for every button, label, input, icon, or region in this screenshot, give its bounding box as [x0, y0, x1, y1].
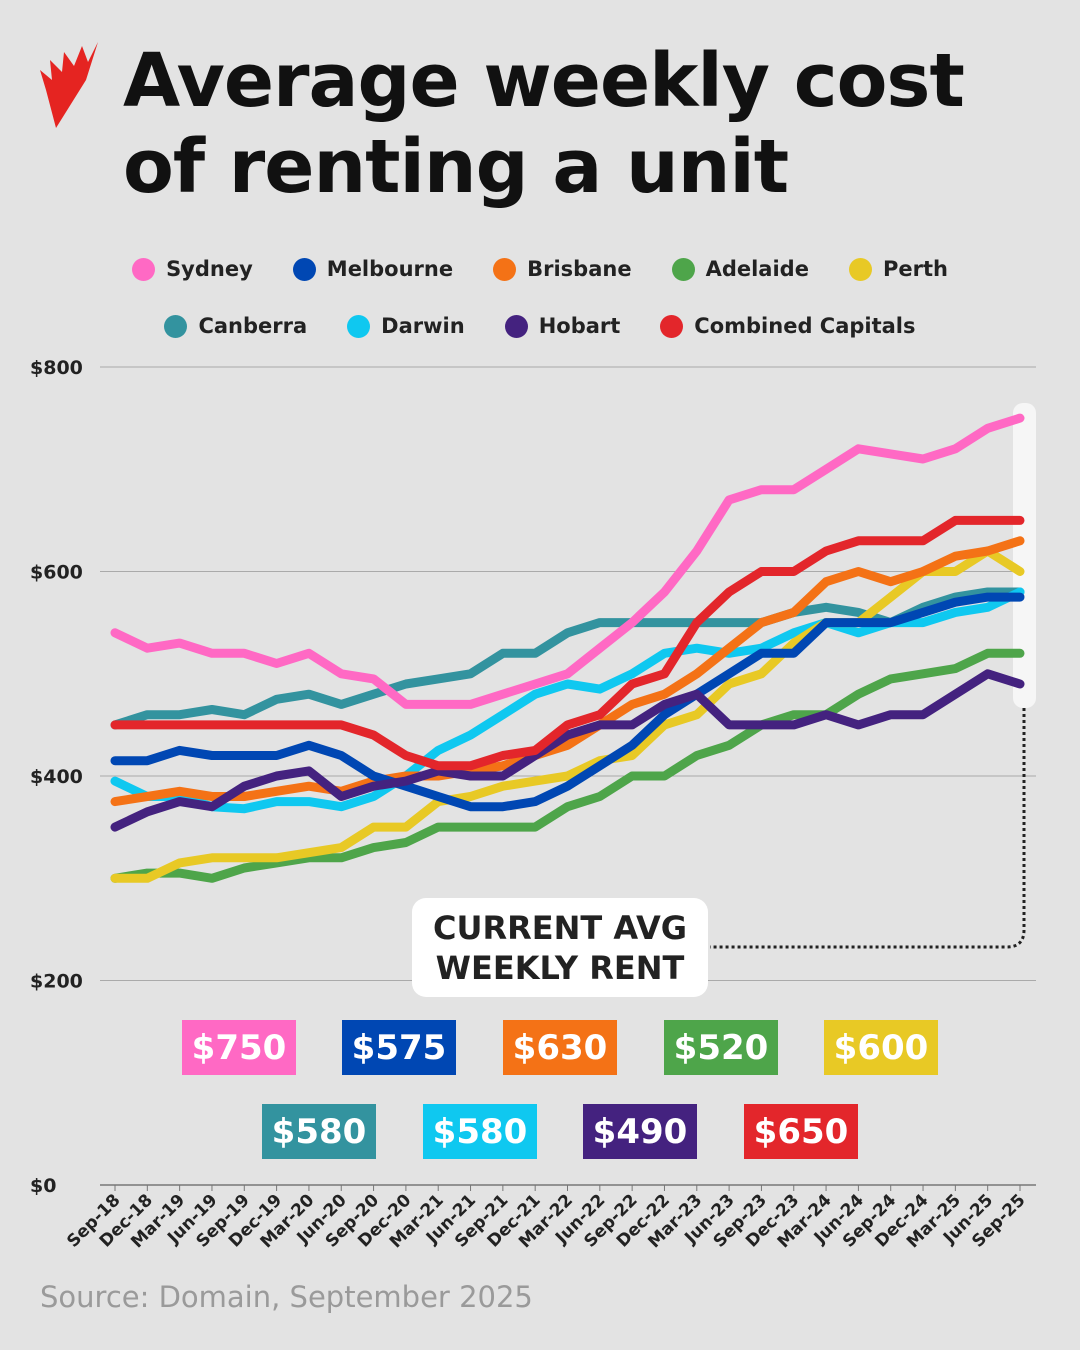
legend-item: Brisbane [493, 257, 632, 281]
title-line-1: Average weekly cost [123, 38, 965, 124]
callout-line-1: CURRENT AVG [433, 908, 687, 947]
y-tick-label: $400 [30, 766, 83, 788]
legend-item: Combined Capitals [660, 314, 916, 338]
legend-row-2: Canberra Darwin Hobart Combined Capitals [0, 314, 1080, 338]
legend-item: Canberra [164, 314, 307, 338]
legend-swatch [848, 257, 872, 281]
legend-row-1: Sydney Melbourne Brisbane Adelaide Perth [0, 257, 1080, 281]
legend-label: Canberra [198, 314, 308, 338]
current-value-badge: $600 [824, 1020, 938, 1075]
series-line-melbourne [110, 592, 1025, 812]
series-line-combined-capitals [110, 515, 1025, 771]
legend-item: Sydney [132, 257, 253, 281]
y-tick-label: $800 [30, 357, 83, 379]
current-value-badge: $650 [744, 1104, 858, 1159]
current-value-highlight [1013, 403, 1036, 708]
source-note: Source: Domain, September 2025 [40, 1280, 533, 1314]
legend-label: Hobart [538, 314, 621, 338]
current-value-badge: $630 [503, 1020, 617, 1075]
title-line-2: of renting a unit [123, 124, 789, 210]
legend-swatch [292, 257, 316, 281]
legend-swatch [347, 314, 371, 338]
series-line-hobart [110, 669, 1025, 832]
y-tick-label: $600 [30, 562, 83, 584]
legend-swatch [164, 314, 188, 338]
current-value-badge: $750 [182, 1020, 296, 1075]
current-value-badge: $575 [342, 1020, 456, 1075]
series-line-sydney [110, 413, 1025, 709]
current-value-badge: $580 [423, 1104, 537, 1159]
current-value-badge: $490 [583, 1104, 697, 1159]
legend-label: Perth [882, 257, 948, 281]
legend-item: Melbourne [292, 257, 454, 281]
legend-label: Adelaide [705, 257, 809, 281]
legend-label: Darwin [381, 314, 465, 338]
legend-swatch [132, 257, 156, 281]
legend-label: Sydney [166, 257, 253, 281]
series-line-darwin [110, 587, 1025, 814]
page-title: Average weekly cost of renting a unit [123, 38, 965, 210]
legend-label: Melbourne [326, 257, 454, 281]
callout-line-2: WEEKLY RENT [435, 948, 685, 987]
legend-item: Adelaide [671, 257, 809, 281]
sbs-logo [40, 42, 98, 128]
legend-swatch [493, 257, 517, 281]
y-tick-label: $200 [30, 971, 83, 993]
current-value-badge: $520 [664, 1020, 778, 1075]
legend-item: Darwin [347, 314, 465, 338]
series-line-perth [110, 546, 1025, 883]
series-line-brisbane [110, 536, 1025, 807]
callout-connector [710, 708, 1026, 949]
legend-label: Combined Capitals [694, 314, 916, 338]
y-tick-label: $0 [30, 1175, 56, 1197]
legend-item: Perth [848, 257, 948, 281]
current-value-badge: $580 [262, 1104, 376, 1159]
legend-swatch [671, 257, 695, 281]
legend-swatch [660, 314, 684, 338]
legend-item: Hobart [504, 314, 621, 338]
series-line-adelaide [110, 648, 1025, 883]
legend-swatch [504, 314, 528, 338]
current-avg-callout: CURRENT AVG WEEKLY RENT [412, 898, 708, 997]
legend-label: Brisbane [527, 257, 632, 281]
